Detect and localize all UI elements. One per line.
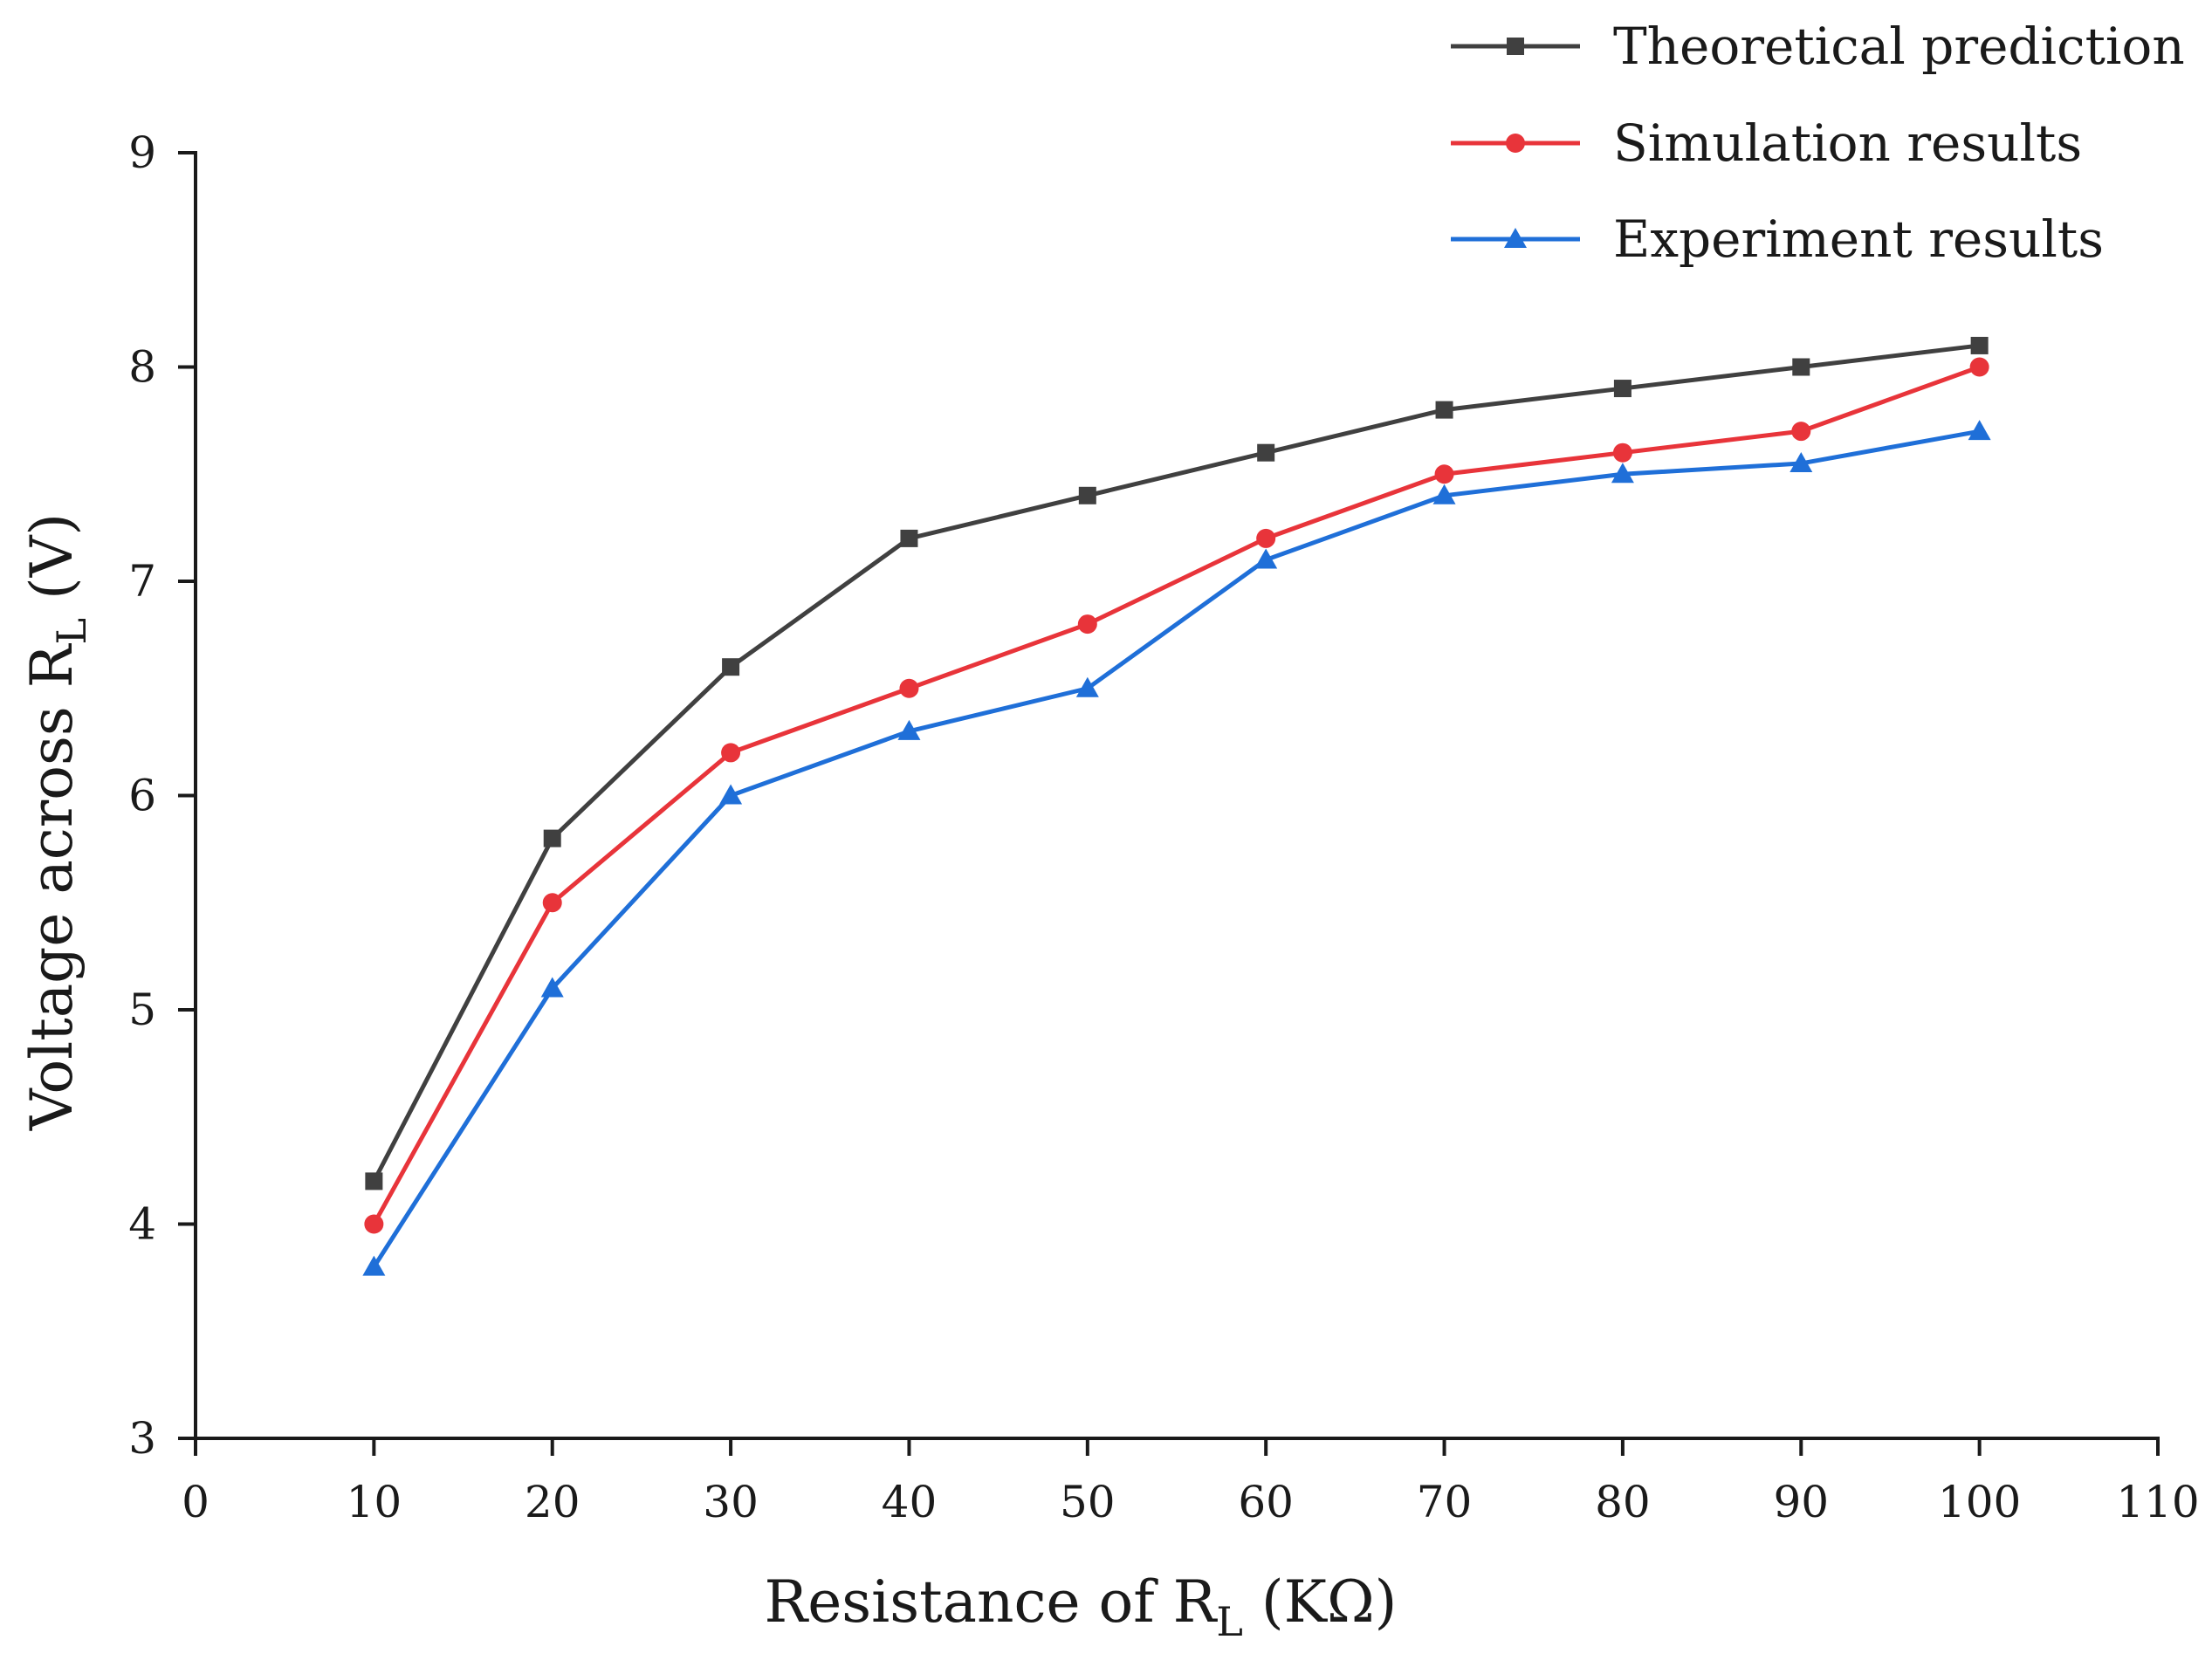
x-tick-label: 0 [182,1477,210,1527]
data-point [1611,463,1634,484]
legend-label: Simulation results [1613,113,2082,173]
data-point [1612,443,1632,463]
y-tick-label: 4 [128,1199,156,1250]
legend-label: Experiment results [1613,209,2104,269]
y-tick-label: 8 [128,342,156,393]
data-point [365,1172,383,1190]
series-theoretical-prediction [365,336,1989,1190]
data-point [543,829,561,847]
series-layer [362,336,1991,1276]
legend-label: Theoretical prediction [1613,17,2185,76]
data-point [540,977,564,998]
series-line [372,343,1980,1183]
data-point [1077,614,1097,635]
legend-marker [1504,228,1527,248]
x-tick-label: 50 [1060,1477,1116,1527]
legend-marker [1507,38,1524,55]
data-point [1968,420,1991,441]
data-point [1790,451,1813,472]
data-point [1791,422,1811,442]
data-point [1970,336,1989,354]
legend-marker [1506,134,1525,153]
data-point [1434,464,1454,484]
x-tick-label: 90 [1773,1477,1829,1527]
x-axis-ticks: 0 10 20 30 40 50 60 70 80 90 100 110 [182,1438,2200,1527]
data-point [900,529,918,547]
x-tick-label: 40 [882,1477,938,1527]
data-point [721,743,741,763]
y-tick-label: 3 [128,1413,156,1464]
x-tick-label: 110 [2116,1477,2199,1527]
data-point [362,1255,386,1276]
y-tick-label: 9 [128,127,156,178]
legend-item: Experiment results [1451,209,2104,269]
data-point [897,719,921,740]
legend-item: Theoretical prediction [1451,17,2185,76]
series-simulation-results [364,357,1989,1234]
x-axis-title-subscript: L [1216,1598,1243,1645]
x-tick-label: 60 [1238,1477,1294,1527]
data-point [899,678,919,698]
x-tick-label: 10 [347,1477,402,1527]
data-point [1078,486,1096,504]
data-point [1435,401,1453,419]
data-point [1257,443,1275,462]
data-point [542,893,562,913]
y-tick-label: 5 [128,985,156,1035]
y-axis-title: Voltage across RL (V) [18,513,95,1131]
x-tick-label: 30 [703,1477,759,1527]
y-tick-label: 7 [128,556,156,607]
x-tick-label: 70 [1417,1477,1473,1527]
series-line [372,365,1981,1225]
y-axis-title-suffix: (V) [18,513,86,618]
legend-item: Simulation results [1451,113,2082,173]
data-point [1969,357,1989,377]
y-tick-label: 6 [128,771,156,821]
legend: Theoretical prediction Simulation results… [1451,17,2185,269]
series-line [372,429,1981,1268]
data-point [722,658,740,676]
data-point [364,1214,384,1234]
series-experiment-results [362,420,1991,1276]
data-point [719,784,743,805]
x-tick-label: 100 [1938,1477,2021,1527]
data-point [1432,484,1456,504]
x-tick-label: 80 [1595,1477,1651,1527]
data-point [1613,380,1632,398]
axes: 0 10 20 30 40 50 60 70 80 90 100 110 3 4 5 6 7 8 9 [128,127,2200,1527]
y-axis-ticks: 3 4 5 6 7 8 9 [128,127,196,1464]
data-point [1792,358,1810,376]
data-point [1254,548,1278,569]
x-tick-label: 20 [525,1477,580,1527]
y-axis-title-main: Voltage across R [18,642,86,1131]
data-point [1256,528,1276,548]
x-axis-title-main: Resistance of R [765,1568,1219,1636]
data-point [1075,676,1099,697]
x-axis-title-suffix: (KΩ) [1243,1568,1398,1636]
x-axis-title: Resistance of RL (KΩ) [765,1568,1398,1645]
y-axis-title-subscript: L [48,618,95,645]
